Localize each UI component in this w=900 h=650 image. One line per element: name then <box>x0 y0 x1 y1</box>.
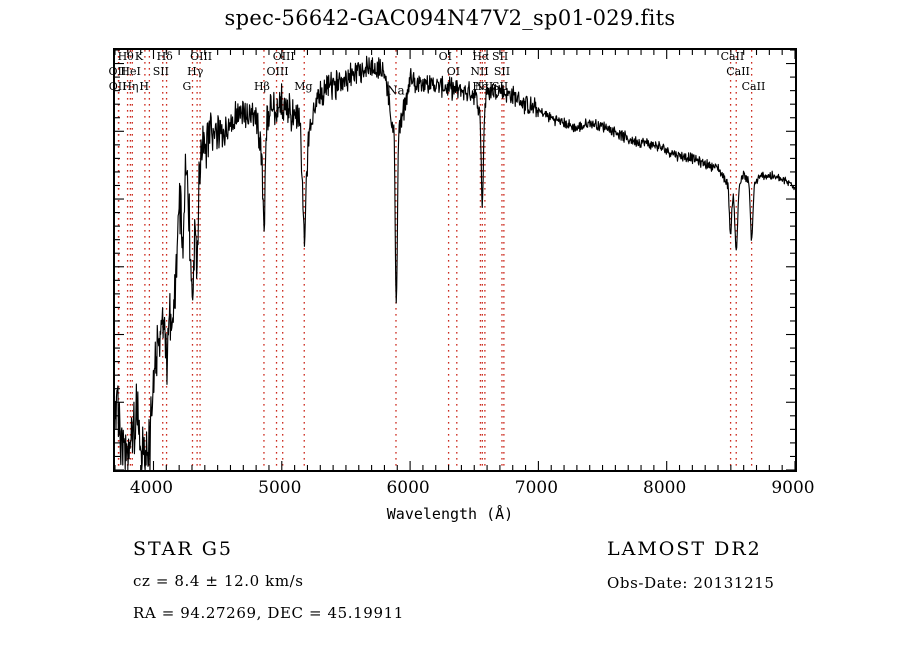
coordinates: RA = 94.27269, DEC = 45.19911 <box>133 604 404 622</box>
line-label-hei: HeI <box>120 65 141 78</box>
line-label-oiii: OIII <box>190 50 213 63</box>
x-axis-label: Wavelength (Å) <box>386 505 514 523</box>
line-label-nii: NII <box>474 80 494 93</box>
plot-frame: Na <box>113 48 797 472</box>
observation-date: Obs-Date: 20131215 <box>607 574 775 592</box>
line-label-oi: OI <box>446 65 461 78</box>
line-label-h: Hδ <box>156 50 173 63</box>
spectrum-canvas: Na <box>115 50 795 470</box>
line-label-oiii: OIII <box>272 50 295 63</box>
x-tick-label: 7000 <box>514 478 559 498</box>
line-label-sii: SII <box>152 65 169 78</box>
line-label-sii: SII <box>491 80 509 93</box>
line-label-oii: OII <box>108 65 127 78</box>
line-label-mg: Mg <box>294 80 313 93</box>
redshift-velocity: cz = 8.4 ± 12.0 km/s <box>133 572 304 590</box>
line-label-caii: CaII <box>741 80 766 93</box>
line-label-h: Hβ <box>253 80 270 93</box>
object-class: STAR G5 <box>133 538 233 560</box>
line-label-oi: OI <box>438 50 452 63</box>
page-title: spec-56642-GAC094N47V2_sp01-029.fits <box>224 6 676 30</box>
x-tick-label: 4000 <box>129 478 174 498</box>
line-label-h: H <box>139 80 149 93</box>
line-label-sii: SII <box>491 50 509 63</box>
line-label-k: K <box>134 50 144 63</box>
line-label-h: Hα <box>472 80 490 93</box>
line-label-h: Hη <box>122 80 139 93</box>
x-tick-label: 6000 <box>386 478 430 498</box>
x-tick-label: 5000 <box>258 478 302 498</box>
line-label-caii: CaII <box>720 50 745 63</box>
line-label-sii: SII <box>493 65 511 78</box>
x-tick-label: 9000 <box>771 478 815 498</box>
line-label-nii: NII <box>470 65 489 78</box>
line-label-oiii: OIII <box>266 65 289 78</box>
line-label-h: Hθ <box>117 50 134 63</box>
line-label-h: Hα <box>472 50 490 63</box>
line-label-g: G <box>182 80 192 93</box>
survey-name: LAMOST DR2 <box>607 538 762 560</box>
line-label-oii: OII <box>108 80 127 93</box>
line-label-caii: CaII <box>726 65 750 78</box>
x-tick-label: 8000 <box>643 478 687 498</box>
y-axis-label: Flux (relative) <box>0 27 2 150</box>
inplot-label-na: Na <box>387 84 405 98</box>
line-label-h: Hγ <box>187 65 204 78</box>
